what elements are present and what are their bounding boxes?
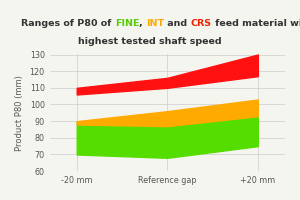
Text: Ranges of P80 of: Ranges of P80 of [21, 19, 115, 28]
Text: CRS: CRS [191, 19, 212, 28]
Text: INT: INT [146, 19, 164, 28]
Text: ,: , [139, 19, 146, 28]
Text: and: and [164, 19, 191, 28]
Y-axis label: Product P80 (mm): Product P80 (mm) [15, 75, 24, 151]
Text: FINE: FINE [115, 19, 139, 28]
Text: feed material with: feed material with [212, 19, 300, 28]
Text: highest tested shaft speed: highest tested shaft speed [78, 37, 222, 46]
